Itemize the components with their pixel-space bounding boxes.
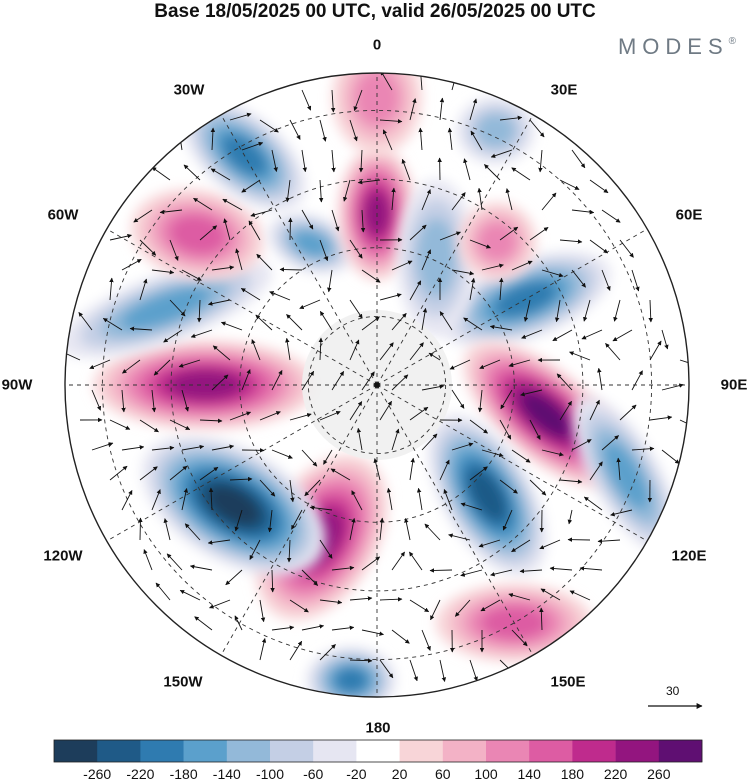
lon-label-30w: 30W (173, 81, 205, 99)
anomaly-centre (141, 435, 326, 576)
anomaly-centre (427, 414, 547, 577)
lon-label-150e: 150E (550, 673, 586, 691)
anomaly-centre (130, 188, 265, 281)
graticule (65, 73, 689, 697)
colorbar (53, 739, 703, 763)
colorbar-swatch (486, 740, 530, 762)
anomaly-centre (572, 396, 680, 556)
colorbar-tick-label: 180 (560, 766, 585, 782)
colorbar-tick-label: -220 (126, 766, 155, 782)
lon-label-120e: 120E (671, 547, 707, 565)
colorbar-swatch (140, 740, 184, 762)
colorbar-swatch (442, 740, 487, 762)
anomaly-centre (332, 73, 422, 155)
colorbar-tick-label: -20 (346, 766, 367, 782)
colorbar-frame (53, 739, 703, 763)
colorbar-swatch (97, 740, 141, 762)
anomaly-centre (65, 258, 273, 358)
colorbar-tick-label: 20 (391, 766, 408, 782)
colorbar-tick-label: 100 (474, 766, 498, 782)
reference-vector-label: 30 (666, 684, 680, 698)
registered-mark: ® (728, 36, 736, 47)
colorbar-tick-label: 220 (603, 766, 628, 782)
colorbar-tick-label: -140 (212, 766, 241, 782)
wind-vectors (65, 73, 689, 682)
colorbar-swatch (658, 740, 703, 762)
lon-label-60e: 60E (675, 206, 703, 224)
lon-label-30e: 30E (550, 81, 578, 99)
lon-label-180: 180 (365, 719, 391, 737)
colorbar-swatch (615, 740, 660, 762)
colorbar-swatch (183, 740, 228, 762)
lon-label-150w: 150W (163, 673, 203, 691)
colorbar-swatch (54, 740, 98, 762)
lon-label-90w: 90W (1, 376, 33, 394)
modes-logo: MODES® (618, 34, 736, 60)
colorbar-tick-label: -260 (83, 766, 112, 782)
map-boundary (64, 72, 690, 698)
colorbar-swatch (356, 740, 400, 762)
south-pole-marker (374, 382, 380, 388)
colorbar-tick-label: -60 (303, 766, 324, 782)
colorbar-tick-label: -180 (169, 766, 198, 782)
colorbar-swatch (572, 740, 616, 762)
lon-label-120w: 120W (43, 547, 83, 565)
colorbar-tick-label: -100 (255, 766, 285, 782)
brand-text: MODES (617, 34, 729, 59)
colorbar-swatch (270, 740, 314, 762)
anomaly-centre (306, 646, 397, 697)
anomaly-centre (458, 202, 537, 281)
colorbar-tick-label: 140 (517, 766, 541, 782)
colorbar-swatch (226, 740, 271, 762)
colorbar-tick-label: 60 (435, 766, 451, 782)
anomaly-centre (456, 96, 535, 165)
lon-label-0: 0 (372, 36, 382, 54)
anomaly-centre (267, 213, 355, 275)
colorbar-swatch (399, 740, 444, 762)
map-title: Base 18/05/2025 00 UTC, valid 26/05/2025… (154, 1, 596, 22)
colorbar-tick-label: 260 (647, 766, 671, 782)
lon-label-90e: 90E (720, 376, 748, 394)
colorbar-swatch (529, 740, 573, 762)
anomaly-centre (397, 179, 476, 337)
lon-label-60w: 60W (47, 206, 79, 224)
colorbar-swatch (313, 740, 357, 762)
